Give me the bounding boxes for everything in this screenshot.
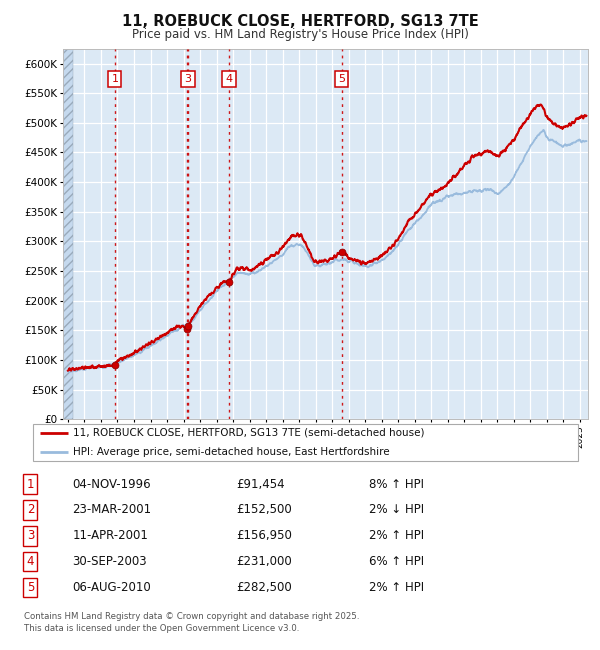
Text: 8% ↑ HPI: 8% ↑ HPI [369,478,424,491]
Text: £156,950: £156,950 [236,529,293,542]
FancyBboxPatch shape [33,424,578,462]
Text: Price paid vs. HM Land Registry's House Price Index (HPI): Price paid vs. HM Land Registry's House … [131,28,469,41]
Text: £282,500: £282,500 [236,581,292,594]
Text: £152,500: £152,500 [236,503,292,516]
Text: 11, ROEBUCK CLOSE, HERTFORD, SG13 7TE: 11, ROEBUCK CLOSE, HERTFORD, SG13 7TE [122,14,478,29]
Text: £231,000: £231,000 [236,555,292,568]
Text: £91,454: £91,454 [236,478,285,491]
Text: 2: 2 [26,503,34,516]
Text: 11, ROEBUCK CLOSE, HERTFORD, SG13 7TE (semi-detached house): 11, ROEBUCK CLOSE, HERTFORD, SG13 7TE (s… [73,428,425,437]
Text: 2% ↓ HPI: 2% ↓ HPI [369,503,424,516]
Text: 2% ↑ HPI: 2% ↑ HPI [369,529,424,542]
Text: 5: 5 [27,581,34,594]
Text: 04-NOV-1996: 04-NOV-1996 [73,478,151,491]
Text: 4: 4 [226,74,232,84]
Text: 3: 3 [27,529,34,542]
Text: 11-APR-2001: 11-APR-2001 [73,529,148,542]
Text: 3: 3 [184,74,191,84]
Text: 1: 1 [112,74,118,84]
Text: 5: 5 [338,74,346,84]
Text: 6% ↑ HPI: 6% ↑ HPI [369,555,424,568]
Text: HPI: Average price, semi-detached house, East Hertfordshire: HPI: Average price, semi-detached house,… [73,447,389,456]
Text: 23-MAR-2001: 23-MAR-2001 [73,503,152,516]
Text: 2% ↑ HPI: 2% ↑ HPI [369,581,424,594]
Text: 30-SEP-2003: 30-SEP-2003 [73,555,147,568]
Text: Contains HM Land Registry data © Crown copyright and database right 2025.
This d: Contains HM Land Registry data © Crown c… [24,612,359,633]
Text: 4: 4 [26,555,34,568]
Text: 06-AUG-2010: 06-AUG-2010 [73,581,151,594]
Text: 1: 1 [26,478,34,491]
Bar [63,49,73,419]
